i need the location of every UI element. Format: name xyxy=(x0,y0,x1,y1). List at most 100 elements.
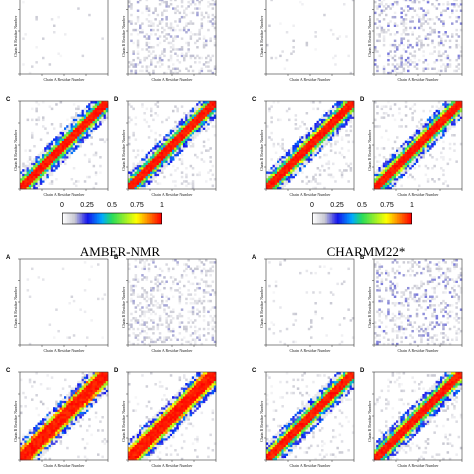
heatmap-cell xyxy=(426,147,430,150)
heatmap-cell xyxy=(378,125,381,128)
heatmap-cell xyxy=(46,413,49,417)
heatmap-cell xyxy=(277,175,280,179)
heatmap-cell xyxy=(393,46,397,49)
heatmap-cell xyxy=(187,265,190,268)
heatmap-cell xyxy=(321,120,324,124)
heatmap-cell xyxy=(130,451,133,454)
heatmap-cell xyxy=(191,167,195,170)
heatmap-cell xyxy=(283,153,287,157)
heatmap-cell xyxy=(393,140,397,144)
heatmap-cell xyxy=(198,71,201,75)
heatmap-cell xyxy=(318,131,322,135)
heatmap-cell xyxy=(167,116,171,119)
heatmap-cell xyxy=(75,389,78,393)
heatmap-cell xyxy=(211,338,215,341)
heatmap-cell xyxy=(198,173,201,177)
heatmap-cell xyxy=(404,33,408,36)
heatmap-cell xyxy=(382,184,386,188)
heatmap-cell xyxy=(101,116,104,119)
heatmap-cell xyxy=(196,7,199,10)
heatmap-cell xyxy=(323,169,326,172)
heatmap-cell xyxy=(305,145,309,148)
heatmap-cell xyxy=(172,310,175,314)
heatmap-cell xyxy=(165,5,168,8)
heatmap-cell xyxy=(99,120,102,124)
heatmap-cell xyxy=(380,186,384,190)
heatmap-cell xyxy=(411,7,414,10)
heatmap-cell xyxy=(183,325,186,329)
heatmap-cell xyxy=(374,101,377,104)
heatmap-cell xyxy=(376,178,379,181)
heatmap-cell xyxy=(178,11,182,15)
heatmap-cell xyxy=(97,391,100,395)
heatmap-cell xyxy=(77,420,80,423)
heatmap-cell xyxy=(147,327,151,331)
heatmap-cell xyxy=(97,372,100,375)
heatmap-cell xyxy=(83,118,87,122)
heatmap-cell xyxy=(338,35,342,38)
heatmap-cell xyxy=(191,306,195,309)
heatmap-cell xyxy=(143,338,146,341)
heatmap-cell xyxy=(44,424,47,428)
heatmap-cell xyxy=(88,383,91,386)
heatmap-cell xyxy=(132,149,135,152)
heatmap-cell xyxy=(158,332,162,335)
heatmap-cell xyxy=(305,127,309,130)
heatmap-cell xyxy=(431,28,434,32)
heatmap-cell xyxy=(156,306,160,309)
heatmap-cell xyxy=(194,340,197,344)
heatmap-cell xyxy=(323,118,326,122)
heatmap-cell xyxy=(35,457,38,461)
heatmap-cell xyxy=(134,449,138,452)
heatmap-cell xyxy=(39,435,43,439)
heatmap-cell xyxy=(334,118,337,122)
heatmap-cell xyxy=(158,289,162,292)
heatmap-cell xyxy=(400,56,403,60)
heatmap-cell xyxy=(172,295,175,298)
heatmap-cell xyxy=(61,420,65,423)
heatmap-cell xyxy=(316,131,320,135)
heatmap-cell xyxy=(101,389,104,393)
heatmap-cell xyxy=(189,118,193,122)
heatmap-cell xyxy=(318,120,322,124)
heatmap-cell xyxy=(205,101,208,104)
heatmap-cell xyxy=(152,22,155,25)
heatmap-cell xyxy=(161,171,164,174)
heatmap-cell xyxy=(420,22,423,25)
heatmap-cell xyxy=(409,43,412,47)
heatmap-cell xyxy=(46,446,49,450)
heatmap-cell xyxy=(396,48,399,51)
heatmap-cell xyxy=(391,69,395,73)
heatmap-cell xyxy=(202,314,206,318)
heatmap-cell xyxy=(389,71,392,75)
heatmap-cell xyxy=(81,54,85,58)
heatmap-cell xyxy=(48,433,52,437)
heatmap-cell xyxy=(35,442,38,445)
heatmap-cell xyxy=(310,151,313,155)
heatmap-cell xyxy=(185,129,188,133)
heatmap-cell xyxy=(105,385,109,388)
heatmap-cell xyxy=(312,129,315,133)
heatmap-cell xyxy=(198,286,201,290)
heatmap-cell xyxy=(139,261,142,264)
heatmap-cell xyxy=(387,184,390,188)
heatmap-cell xyxy=(99,376,102,379)
heatmap-cell xyxy=(145,332,149,335)
heatmap-cell xyxy=(92,107,96,111)
heatmap-cell xyxy=(75,112,78,115)
heatmap-cell xyxy=(178,299,182,303)
heatmap-cell xyxy=(178,158,182,161)
panel-letter: B xyxy=(114,255,119,261)
heatmap-cell xyxy=(24,438,27,441)
heatmap-cell xyxy=(130,61,133,64)
heatmap-cell xyxy=(147,41,151,45)
heatmap-cell xyxy=(274,56,278,60)
heatmap-cell xyxy=(194,267,197,271)
heatmap-cell xyxy=(134,116,138,119)
heatmap-cell xyxy=(376,182,379,185)
heatmap-cell xyxy=(48,446,52,450)
heatmap-cell xyxy=(72,405,76,408)
heatmap-cell xyxy=(404,162,408,166)
heatmap-cell xyxy=(92,114,96,117)
heatmap-cell xyxy=(312,138,315,141)
